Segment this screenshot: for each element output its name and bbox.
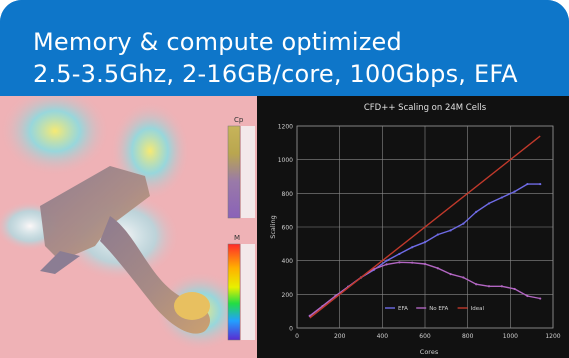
data-point-no-efa (513, 287, 516, 291)
simulation-graphic: Cp M (0, 96, 255, 351)
data-point-no-efa (475, 283, 478, 286)
chart-series (308, 135, 542, 319)
data-point-efa (500, 196, 503, 199)
x-tick-label: 200 (334, 333, 346, 340)
data-point-no-efa (449, 273, 452, 276)
data-point-efa (539, 182, 542, 186)
heading-line-1: Memory & compute optimized (33, 28, 402, 56)
x-tick-label: 1200 (545, 333, 560, 340)
legend-label-efa: EFA (398, 306, 408, 312)
data-point-efa (423, 241, 427, 244)
data-point-no-efa (526, 294, 529, 298)
data-point-efa (487, 202, 491, 205)
chart-ticks: 0 200 400 600 800 1000 1200 0 200 400 600 800 1000 12… (278, 124, 561, 341)
chart-legend: EFA No EFA Ideal (385, 306, 484, 312)
data-point-no-efa (462, 276, 465, 279)
data-point-no-efa (308, 314, 311, 317)
y-axis-label: Scaling (269, 215, 277, 239)
data-point-no-efa (398, 261, 401, 264)
x-tick-label: 1000 (503, 333, 518, 340)
y-tick-label: 400 (282, 258, 294, 265)
data-point-no-efa (411, 261, 414, 264)
data-point-efa (475, 210, 478, 213)
data-point-efa (436, 233, 439, 236)
data-point-efa (449, 229, 452, 232)
x-tick-label: 800 (462, 333, 474, 340)
data-point-efa (385, 259, 388, 262)
data-point-no-efa (423, 262, 427, 266)
legend-m-label: M (234, 234, 240, 242)
y-tick-label: 200 (282, 292, 294, 299)
legend-cp-label: Cp (234, 116, 244, 124)
x-axis-label: Cores (420, 348, 439, 356)
legend-label-no-efa: No EFA (429, 306, 448, 312)
data-point-efa (411, 246, 414, 249)
x-tick-label: 400 (377, 333, 389, 340)
data-point-no-efa (539, 297, 542, 300)
data-point-no-efa (385, 263, 388, 266)
y-tick-label: 1200 (278, 124, 293, 131)
heading-line-2: 2.5-3.5Ghz, 2-16GB/core, 100Gbps, EFA (33, 60, 518, 88)
chart-title: CFD++ Scaling on 24M Cells (364, 103, 487, 113)
y-tick-label: 600 (282, 225, 294, 232)
header-banner: Memory & compute optimized 2.5-3.5Ghz, 2… (0, 0, 569, 96)
chart-svg: CFD++ Scaling on 24M Cells Scaling Cores… (269, 103, 561, 356)
y-tick-label: 1000 (278, 157, 293, 164)
data-point-no-efa (500, 285, 503, 288)
y-tick-label: 800 (282, 191, 294, 198)
data-point-no-efa (487, 285, 491, 288)
data-point-efa (526, 182, 529, 186)
scaling-chart: CFD++ Scaling on 24M Cells Scaling Cores… (257, 96, 569, 358)
image-row: Cp M CFD++ Scaling on 24M Cells Scaling … (0, 96, 569, 358)
data-point-efa (462, 222, 465, 225)
data-point-efa (513, 190, 516, 193)
x-tick-label: 0 (295, 333, 299, 340)
cfd-simulation-render: Cp M (0, 96, 257, 358)
x-tick-label: 600 (419, 333, 431, 340)
data-point-efa (398, 252, 401, 256)
legend-label-ideal: Ideal (471, 306, 485, 312)
y-tick-label: 0 (289, 326, 293, 333)
series-line-ideal (309, 135, 541, 319)
data-point-no-efa (436, 267, 439, 270)
